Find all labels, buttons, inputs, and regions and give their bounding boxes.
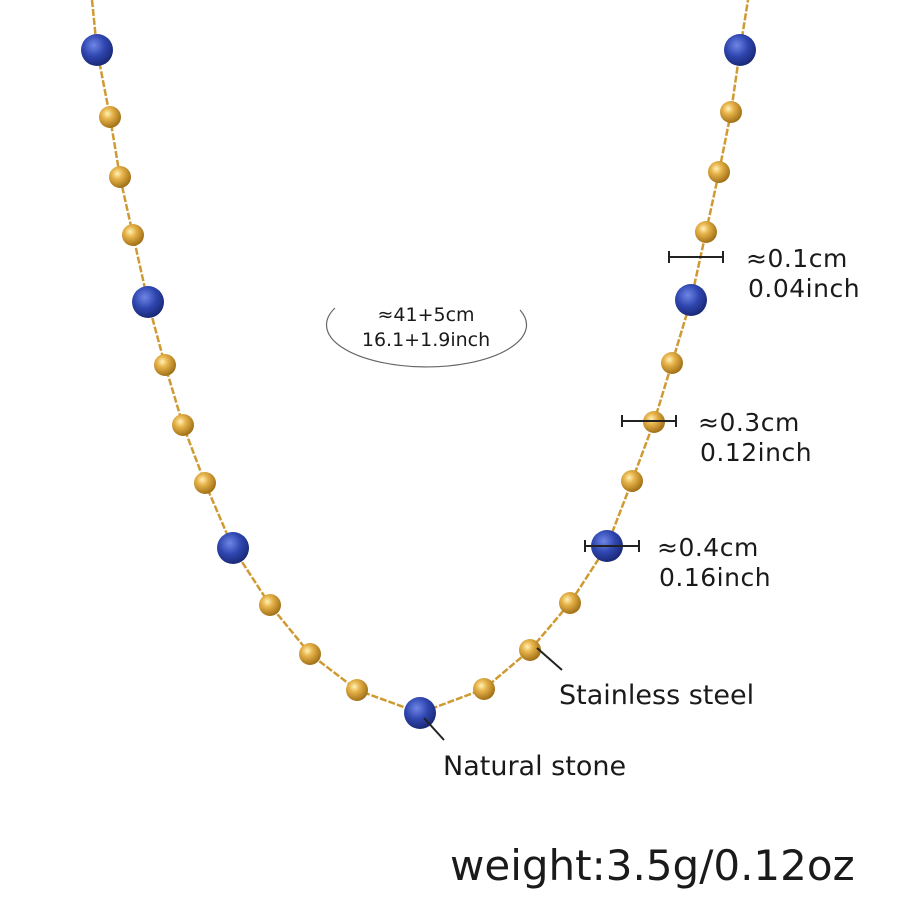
stone-bead	[217, 532, 249, 564]
stone-bead	[404, 697, 436, 729]
gold-bead	[299, 643, 321, 665]
dimension-bead-cm: ≈0.3cm	[698, 408, 800, 437]
stone-bead	[132, 286, 164, 318]
stone-bead	[675, 284, 707, 316]
gold-bead	[661, 352, 683, 374]
gold-bead	[172, 414, 194, 436]
weight-label: weight:3.5g/0.12oz	[450, 841, 855, 890]
length-inch: 16.1+1.9inch	[361, 329, 491, 351]
length-ellipse	[325, 307, 528, 368]
measure-markers	[423, 251, 724, 741]
gold-bead	[346, 679, 368, 701]
material-stone-label: Natural stone	[443, 751, 627, 782]
stone-bead	[81, 34, 113, 66]
dimension-stone-cm: ≈0.4cm	[657, 533, 759, 562]
gold-bead	[122, 224, 144, 246]
dimension-stone-inch: 0.16inch	[659, 563, 772, 592]
gold-bead	[720, 101, 742, 123]
chain	[90, 0, 750, 715]
gold-bead	[259, 594, 281, 616]
stone-bead	[724, 34, 756, 66]
gold-bead	[621, 470, 643, 492]
gold-bead	[559, 592, 581, 614]
gold-bead	[194, 472, 216, 494]
dimension-chain-inch: 0.04inch	[748, 274, 861, 303]
dimension-chain-cm: ≈0.1cm	[746, 244, 848, 273]
dimension-bead-inch: 0.12inch	[700, 438, 813, 467]
gold-bead	[695, 221, 717, 243]
length-cm: ≈41+5cm	[377, 304, 475, 326]
gold-bead	[708, 161, 730, 183]
gold-bead	[473, 678, 495, 700]
gold-bead	[99, 106, 121, 128]
material-steel-label: Stainless steel	[559, 680, 755, 711]
gold-bead	[109, 166, 131, 188]
gold-bead	[154, 354, 176, 376]
gold-bead	[519, 639, 541, 661]
